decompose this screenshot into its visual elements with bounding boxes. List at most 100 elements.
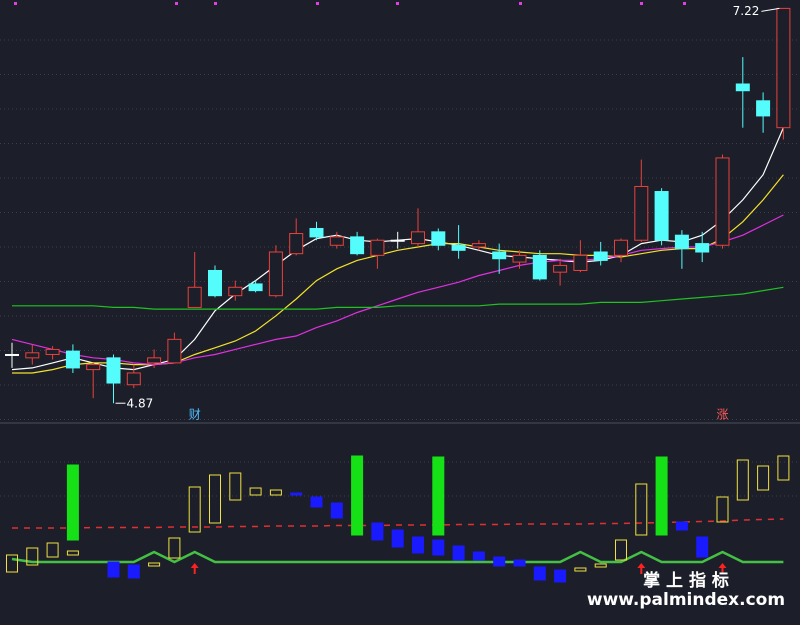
- grid: [0, 2, 800, 497]
- candle-body: [735, 83, 750, 92]
- candle-body: [553, 264, 568, 273]
- candle-body: [5, 353, 19, 356]
- marker-dot: [519, 2, 522, 5]
- candle-body: [634, 185, 649, 241]
- candle-body: [86, 364, 101, 371]
- indicator-bar: [330, 502, 343, 519]
- indicator-line: [12, 518, 784, 529]
- candle-body: [451, 244, 466, 251]
- indicator-bar: [736, 459, 749, 501]
- signal-arrow: [637, 563, 646, 574]
- signal-arrow: [718, 563, 727, 574]
- indicator-bar: [391, 529, 404, 548]
- annotation: 财: [189, 408, 201, 422]
- annotation: 涨: [716, 407, 728, 422]
- candle-body: [228, 286, 243, 297]
- indicator-bar: [209, 474, 221, 524]
- candle-body: [431, 231, 446, 246]
- candle-body: [532, 254, 547, 280]
- indicator-bar: [716, 496, 729, 523]
- indicator-bar: [6, 554, 18, 573]
- candle-body: [512, 254, 527, 263]
- indicator-bar: [66, 550, 79, 556]
- indicator-bar: [310, 496, 323, 508]
- watermark-title: 掌 上 指 标: [643, 570, 729, 591]
- indicator-bar: [229, 472, 242, 501]
- low-label: 4.87: [127, 397, 154, 411]
- indicator-bar: [635, 483, 648, 536]
- candle-body: [167, 338, 182, 364]
- candle-body: [370, 239, 385, 256]
- candle-body: [309, 227, 324, 238]
- candle-body: [126, 372, 141, 386]
- indicator-bar: [168, 537, 181, 559]
- indicator-bar: [655, 456, 668, 536]
- marker-dot: [14, 2, 17, 5]
- moving-average-line: [12, 286, 784, 310]
- candle-body: [45, 348, 60, 355]
- indicator-bar: [675, 521, 688, 531]
- candle-body: [187, 286, 202, 308]
- indicator-bar: [452, 545, 465, 561]
- indicator-bar: [615, 539, 627, 561]
- watermark-url: www.palmindex.com: [587, 590, 785, 610]
- indicator-bar: [46, 542, 59, 558]
- indicator-bar: [371, 522, 384, 541]
- indicator-bar: [757, 465, 770, 491]
- indicator-bar: [290, 492, 303, 496]
- moving-average-line: [11, 214, 784, 366]
- marker-dot: [214, 2, 217, 5]
- indicator-bar: [351, 455, 364, 536]
- candle-body: [674, 234, 689, 250]
- candle-body: [248, 283, 263, 292]
- marker-dot: [640, 2, 643, 5]
- candle-body: [147, 357, 162, 364]
- candle-body: [390, 239, 405, 242]
- indicator-bar: [574, 567, 587, 572]
- marker-dot: [316, 2, 319, 5]
- candle-body: [715, 157, 730, 246]
- candle-body: [593, 251, 608, 261]
- candle-body: [329, 236, 344, 246]
- indicator-bar: [412, 536, 424, 554]
- indicator-bar: [269, 489, 282, 496]
- candle-body: [471, 243, 486, 248]
- indicator-bar: [432, 456, 445, 536]
- indicator-line: [11, 550, 784, 564]
- indicator-bar: [513, 559, 526, 567]
- moving-average-line: [12, 174, 784, 374]
- candle-body: [106, 357, 121, 384]
- signal-arrow: [190, 563, 199, 574]
- indicator-bar: [127, 564, 140, 579]
- plot: 7.22 4.87 财 涨: [5, 4, 791, 583]
- marker-dot: [175, 2, 178, 5]
- marker-dot: [683, 2, 686, 5]
- candle-body: [614, 239, 628, 256]
- indicator-bar: [696, 536, 709, 558]
- indicator-bar: [554, 569, 567, 583]
- indicator-bar: [26, 547, 39, 566]
- indicator-bar: [107, 561, 120, 578]
- candle-body: [268, 251, 283, 297]
- high-pointer: [761, 7, 780, 12]
- candle-body: [350, 236, 365, 255]
- candle-body: [776, 7, 791, 129]
- candle-body: [492, 251, 507, 260]
- indicator-bar: [249, 487, 262, 496]
- candle-body: [695, 243, 710, 253]
- candle-body: [208, 269, 222, 297]
- indicator-bar: [493, 556, 506, 567]
- high-label: 7.22: [733, 4, 760, 18]
- candle-body: [289, 233, 304, 255]
- indicator-bar: [188, 486, 201, 533]
- candle-body: [756, 100, 771, 117]
- marker-dot: [396, 2, 399, 5]
- indicator-bar: [777, 455, 790, 481]
- candle-body: [654, 191, 669, 241]
- candle-body: [65, 350, 80, 369]
- indicator-bar: [148, 562, 161, 567]
- candle-body: [25, 352, 40, 359]
- indicator-bar: [594, 563, 607, 568]
- indicator-bar: [533, 566, 546, 581]
